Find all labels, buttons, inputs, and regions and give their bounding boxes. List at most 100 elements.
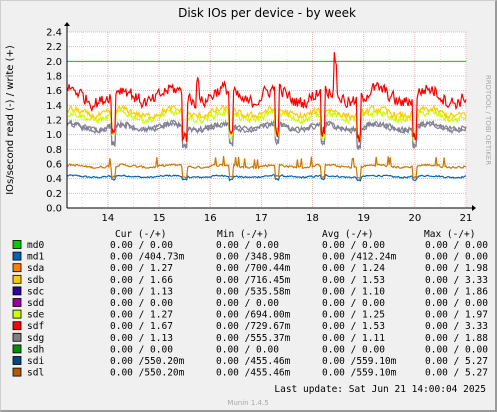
legend-avg-md1: 0.00 /412.24m: [322, 252, 397, 263]
legend-avg-sda: 0.00 / 1.24: [322, 263, 385, 274]
x-tick-label: 16: [204, 213, 217, 224]
legend-cur-sdi: 0.00 /550.20m: [110, 356, 185, 367]
series-line-sdl: [66, 174, 467, 182]
legend-min-sdh: 0.00 / 0.00: [216, 344, 279, 355]
y-tick-label: 1.4: [46, 101, 62, 112]
legend-label-sdc: sdc: [27, 286, 44, 297]
legend-min-sdc: 0.00 /535.58m: [216, 286, 291, 297]
legend-max-sdf: 0.00 / 3.33: [425, 321, 488, 332]
y-axis-label: IOs/second read (-) / write (+): [5, 45, 16, 195]
y-axis-arrow: [64, 22, 70, 26]
legend-label-sdg: sdg: [27, 333, 44, 344]
legend-swatch-sde: [12, 309, 22, 319]
legend-cur-sde: 0.00 / 1.27: [110, 310, 173, 321]
legend-header-cur: Cur (-/+): [115, 229, 166, 240]
x-tick-label: 18: [306, 213, 319, 224]
legend-max-sdc: 0.00 / 1.86: [425, 286, 488, 297]
legend-label-sdd: sdd: [27, 298, 44, 309]
x-tick-label: 20: [408, 213, 421, 224]
series-line-sdc: [66, 120, 467, 150]
legend-label-sdi: sdi: [27, 356, 44, 367]
legend-min-sdf: 0.00 /729.67m: [216, 321, 291, 332]
y-tick-label: 1.0: [46, 130, 62, 141]
legend-min-sde: 0.00 /694.00m: [216, 310, 291, 321]
legend-max-sde: 0.00 / 1.97: [425, 310, 488, 321]
legend-label-sdl: sdl: [27, 368, 44, 379]
legend-avg-sdf: 0.00 / 1.53: [322, 321, 385, 332]
legend-min-sda: 0.00 /700.44m: [216, 263, 291, 274]
legend-cur-sdg: 0.00 / 1.13: [110, 333, 173, 344]
x-tick-label: 15: [153, 213, 166, 224]
y-tick-label: 0.4: [46, 174, 62, 185]
legend-avg-sdh: 0.00 / 0.00: [322, 344, 385, 355]
legend-min-sdl: 0.00 /455.46m: [216, 368, 291, 379]
chart-title: Disk IOs per device - by week: [178, 6, 356, 20]
legend-swatch-sdi: [12, 356, 22, 365]
legend-swatch-md0: [12, 240, 22, 249]
legend-label-sda: sda: [27, 263, 44, 274]
x-axis-arrow: [472, 205, 476, 211]
legend-avg-sdg: 0.00 / 1.11: [322, 333, 385, 344]
legend-avg-sdi: 0.00 /559.10m: [322, 356, 397, 367]
legend-max-sdg: 0.00 / 1.88: [425, 333, 488, 344]
legend-min-sdi: 0.00 /455.46m: [216, 356, 291, 367]
legend-min-md0: 0.00 / 0.00: [216, 240, 279, 251]
legend-avg-sde: 0.00 / 1.25: [322, 310, 385, 321]
legend-max-md1: 0.00 / 0.00: [425, 252, 488, 263]
legend-label-sdf: sdf: [27, 321, 44, 332]
x-tick-label: 19: [357, 213, 370, 224]
legend-avg-sdd: 0.00 / 0.00: [322, 298, 385, 309]
legend-cur-md1: 0.00 /404.73m: [110, 252, 185, 263]
legend-min-sdd: 0.00 / 0.00: [216, 298, 279, 309]
legend-label-sdh: sdh: [27, 344, 44, 355]
legend-max-sda: 0.00 / 1.98: [425, 263, 488, 274]
legend-header-min: Min (-/+): [217, 229, 268, 240]
y-tick-label: 0.0: [46, 204, 62, 215]
legend-cur-sdf: 0.00 / 1.67: [110, 321, 173, 332]
y-tick-label: 2.2: [46, 42, 62, 53]
last-update: Last update: Sat Jun 21 14:00:04 2025: [274, 384, 486, 395]
series-line-sdb: [66, 104, 467, 142]
legend-cur-sdd: 0.00 / 0.00: [110, 298, 173, 309]
legend-avg-md0: 0.00 / 0.00: [322, 240, 385, 251]
legend-min-md1: 0.00 /348.98m: [216, 252, 291, 263]
legend-label-md1: md1: [27, 252, 44, 263]
footer-version: Munin 1.4.5: [227, 399, 268, 407]
x-tick-label: 17: [255, 213, 268, 224]
y-tick-label: 0.6: [46, 160, 62, 171]
legend-max-sdl: 0.00 / 5.27: [425, 368, 488, 379]
y-tick-label: 0.8: [46, 145, 62, 156]
y-tick-label: 0.2: [46, 189, 62, 200]
legend-swatch-sdh: [12, 344, 22, 354]
legend-swatch-md1: [12, 251, 22, 261]
legend-max-sdh: 0.00 / 0.00: [425, 344, 488, 355]
legend-avg-sdc: 0.00 / 1.10: [322, 286, 385, 297]
legend-avg-sdl: 0.00 /559.10m: [322, 368, 397, 379]
legend-cur-sdl: 0.00 /550.20m: [110, 368, 185, 379]
legend-max-md0: 0.00 / 0.00: [425, 240, 488, 251]
legend-max-sdi: 0.00 / 5.27: [425, 356, 488, 367]
legend-cur-sdh: 0.00 / 0.00: [110, 344, 173, 355]
y-tick-label: 2.4: [46, 28, 62, 39]
y-tick-label: 2.0: [46, 57, 62, 68]
legend-label-sde: sde: [27, 310, 44, 321]
legend-cur-sdc: 0.00 / 1.13: [110, 286, 173, 297]
legend-swatch-sdf: [12, 321, 22, 331]
watermark: RRDTOOL / TOBI OETIKER: [484, 75, 492, 165]
legend-cur-md0: 0.00 / 0.00: [110, 240, 173, 251]
legend-swatch-sdc: [12, 286, 22, 296]
legend-swatch-sdb: [12, 274, 22, 284]
legend-min-sdb: 0.00 /716.45m: [216, 275, 291, 286]
legend-swatch-sdl: [12, 367, 22, 377]
legend-min-sdg: 0.00 /555.37m: [216, 333, 291, 344]
y-tick-label: 1.8: [46, 72, 62, 83]
legend-header-avg: Avg (-/+): [322, 229, 373, 240]
series-line-sdf: [66, 52, 467, 143]
y-tick-label: 1.2: [46, 116, 62, 127]
legend-cur-sdb: 0.00 / 1.66: [110, 275, 173, 286]
legend-swatch-sdg: [12, 332, 22, 342]
legend-swatch-sdd: [12, 298, 22, 307]
legend-label-md0: md0: [27, 240, 44, 251]
legend-swatch-sda: [12, 263, 22, 273]
